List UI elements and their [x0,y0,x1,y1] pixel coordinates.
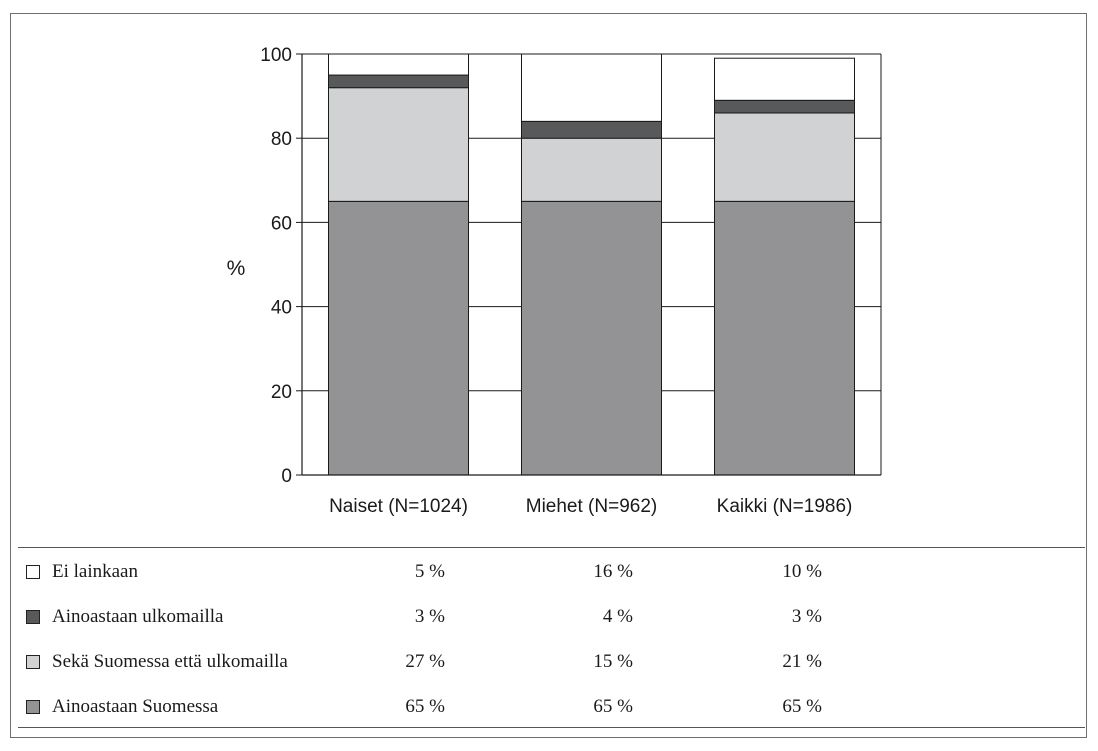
bar-segment [714,57,855,101]
bar-segment [521,53,662,122]
table-top-rule [18,547,1085,548]
row-value: 16 % [593,561,633,582]
table-bottom-rule [18,727,1085,728]
row-value: 65 % [782,696,822,717]
table-row: Ainoastaan ulkomailla 3 % 4 % 3 % [20,606,920,632]
row-label: Ei lainkaan [52,561,138,582]
row-value: 5 % [414,561,445,582]
row-value: 3 % [414,606,445,627]
row-label: Ainoastaan ulkomailla [52,606,224,627]
bar-segment [521,120,662,139]
bar-segment [521,200,662,476]
row-value: 65 % [405,696,445,717]
row-label: Sekä Suomessa että ulkomailla [52,651,288,672]
row-value: 3 % [791,606,822,627]
table-row: Ei lainkaan 5 % 16 % 10 % [20,561,920,587]
bar-segment [328,87,469,202]
bar-segment [714,200,855,476]
row-value: 15 % [593,651,633,672]
bar-segment [521,137,662,202]
row-value: 65 % [593,696,633,717]
y-tick-label: 0 [281,466,292,487]
y-tick-label: 20 [271,382,292,403]
y-tick-label: 80 [271,129,292,150]
y-tick-label: 40 [271,298,292,319]
x-category-label: Naiset (N=1024) [329,496,468,517]
x-category-label: Miehet (N=962) [526,496,657,517]
bar-segment [714,112,855,202]
legend-swatch [26,700,40,714]
row-value: 4 % [602,606,633,627]
row-value: 10 % [782,561,822,582]
row-value: 21 % [782,651,822,672]
row-value: 27 % [405,651,445,672]
x-category-label: Kaikki (N=1986) [717,496,853,517]
y-axis-label: % [227,257,246,280]
bar-segment [328,53,469,76]
bar-segment [328,200,469,476]
bar-segment [714,99,855,114]
legend-swatch [26,655,40,669]
y-tick-label: 100 [260,45,292,66]
table-row: Sekä Suomessa että ulkomailla 27 % 15 % 21 … [20,651,920,677]
legend-swatch [26,565,40,579]
legend-swatch [26,610,40,624]
y-tick-label: 60 [271,213,292,234]
bar-segment [328,74,469,89]
stacked-bar-chart: % 0 20 40 60 80 100 Naiset (N=1024) Miehet (N=9… [227,45,882,517]
row-label: Ainoastaan Suomessa [52,696,219,717]
table-row: Ainoastaan Suomessa 65 % 65 % 65 % [20,696,920,722]
